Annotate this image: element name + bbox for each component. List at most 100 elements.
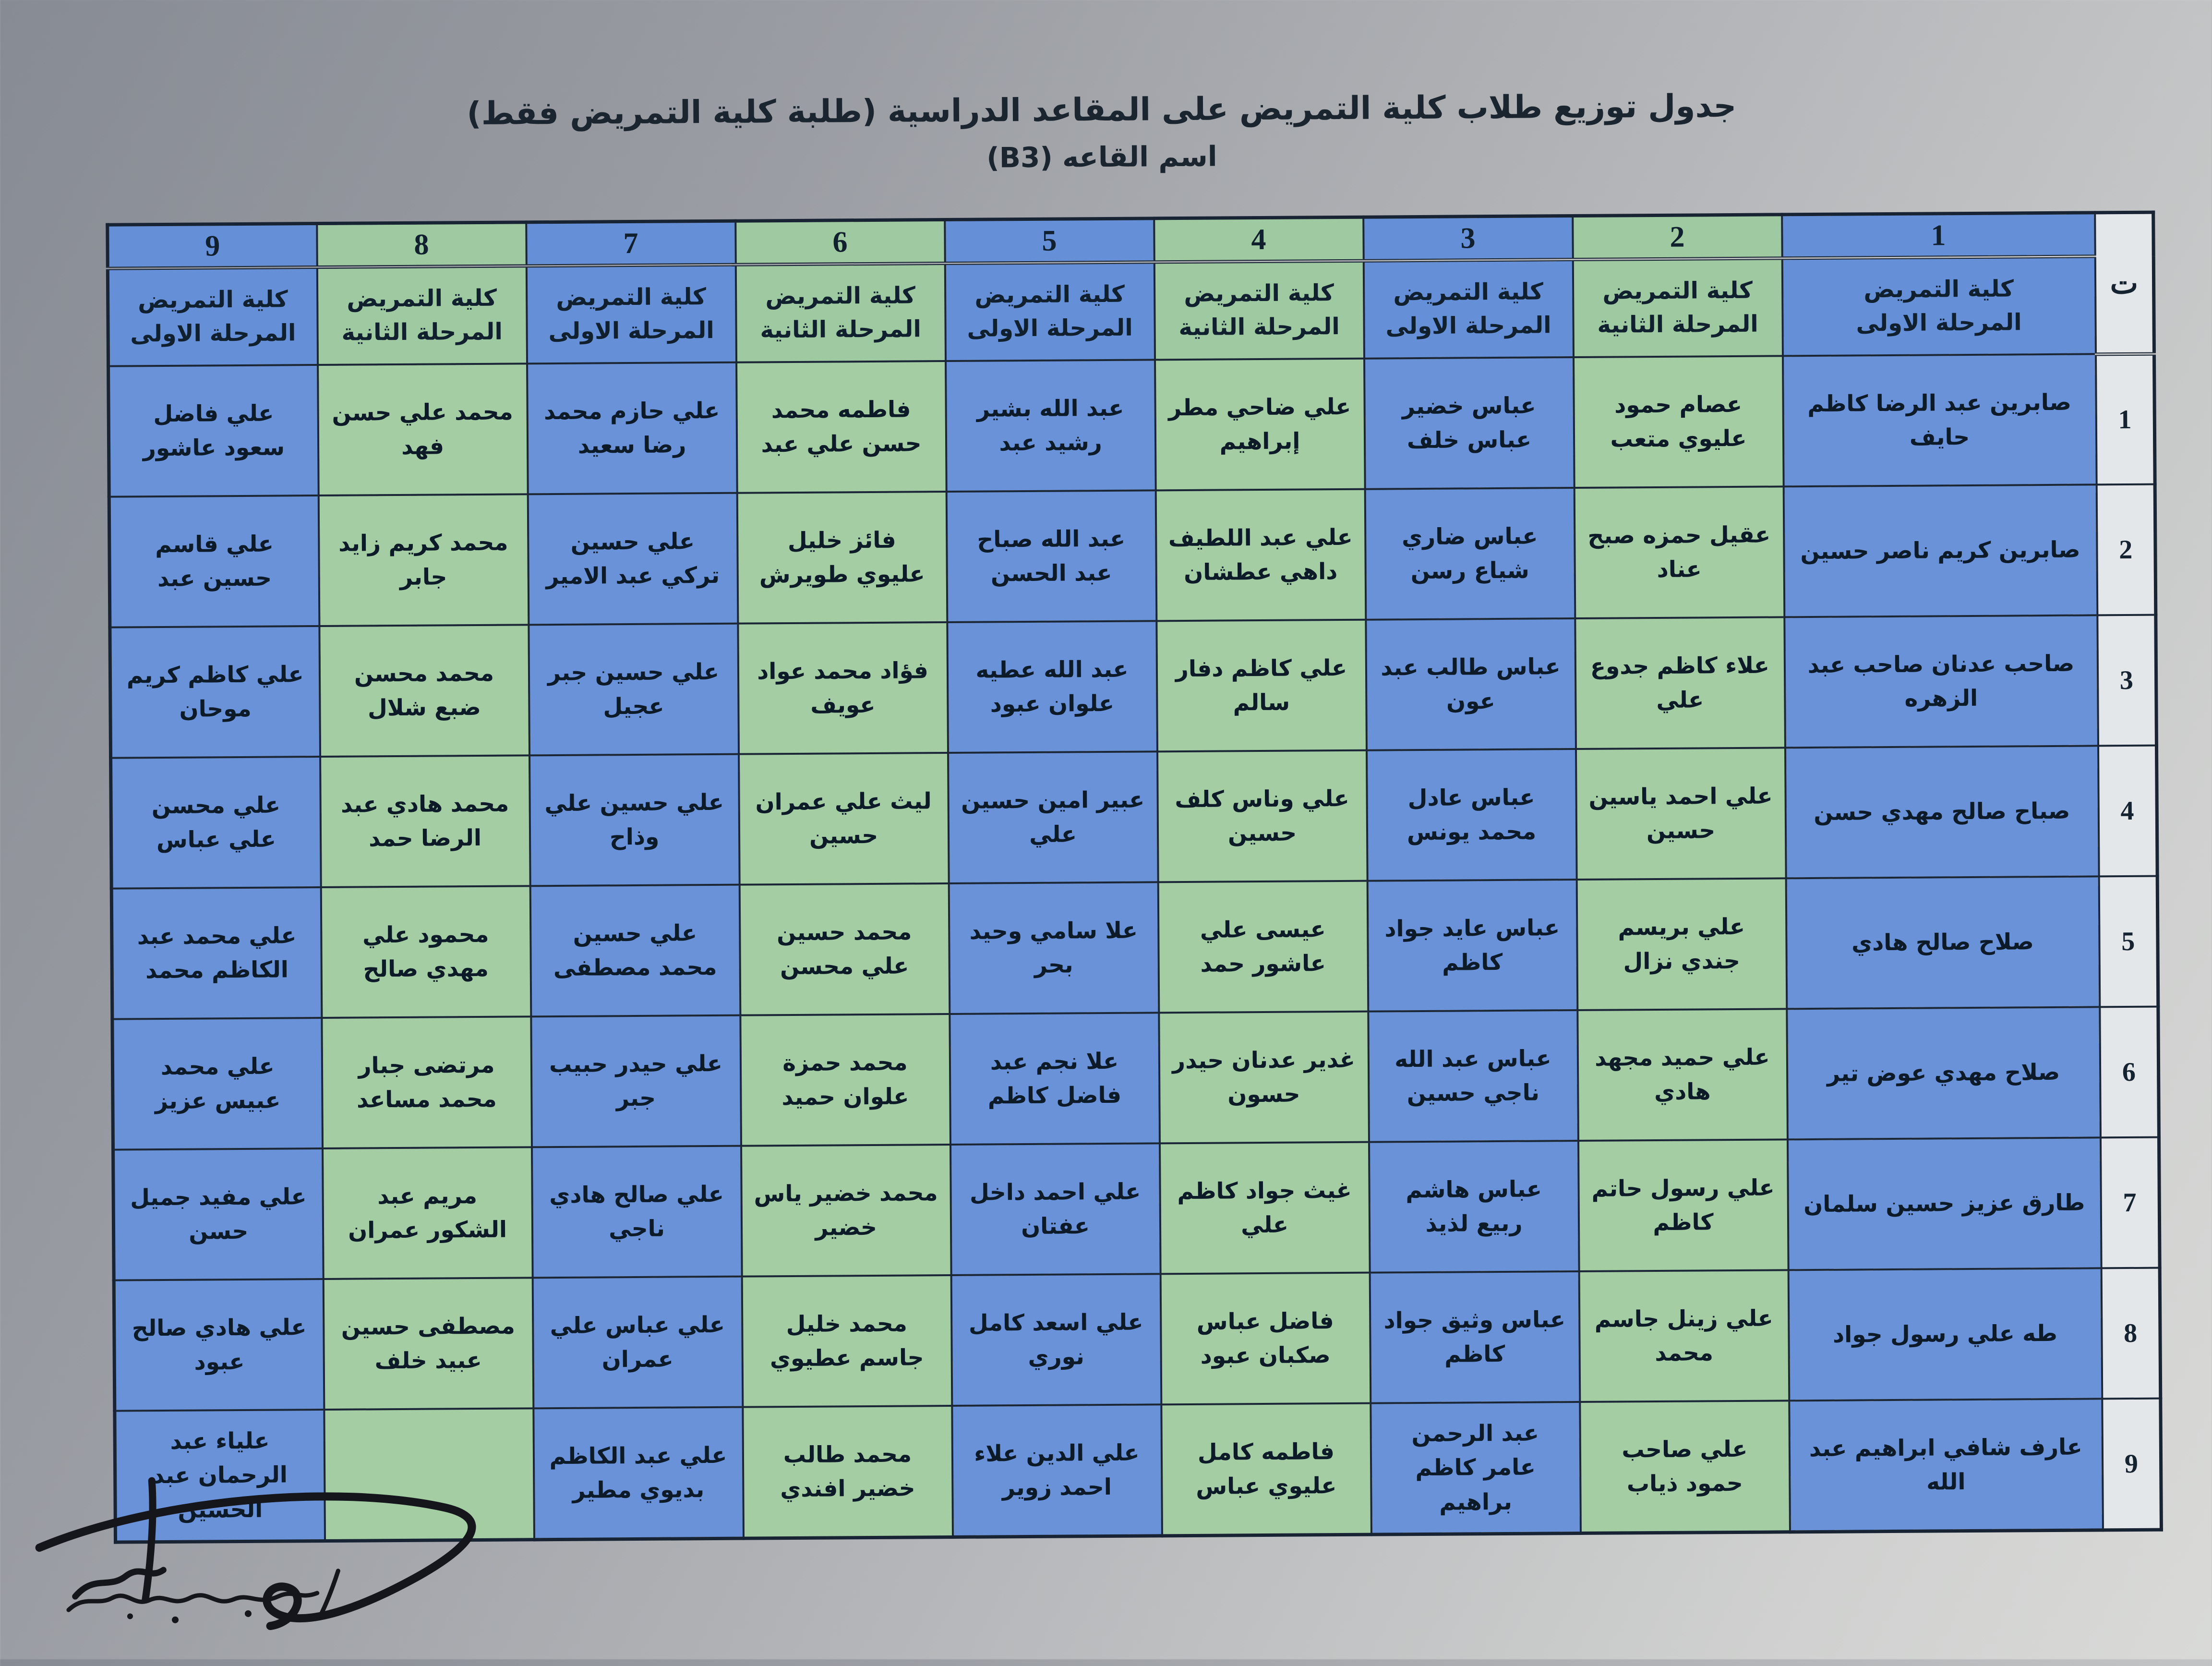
student-cell-col9-row6: علي محمد عبيس عزيز bbox=[112, 1017, 323, 1150]
stage-header-8: كلية التمريض المرحلة الثانية bbox=[317, 266, 527, 365]
stage-header-5: كلية التمريض المرحلة الاولى bbox=[945, 262, 1155, 362]
seat-column-number-8: 8 bbox=[316, 222, 527, 267]
row-number-6: 6 bbox=[2099, 1006, 2159, 1138]
student-cell-col1-row7: طارق عزيز حسين سلمان bbox=[1787, 1137, 2102, 1270]
table-row-5: 5 صلاح صالح هادي علي بريسم جندي نزال عباس ع… bbox=[111, 876, 2158, 1019]
table-row-6: 6 صلاح مهدي عوض تير علي حميد مجهد هادي عباس… bbox=[112, 1006, 2159, 1150]
student-cell-col2-row3: علاء كاظم جدوع علي bbox=[1575, 617, 1785, 749]
seating-table: ت 1 2 3 4 5 6 7 8 9 كلية التمريض المرحلة الاولى كلية… bbox=[106, 210, 2163, 1544]
student-cell-col5-row8: علي اسعد كامل نوري bbox=[951, 1274, 1161, 1406]
page-title: جدول توزيع طلاب كلية التمريض على المقاعد… bbox=[467, 87, 1737, 133]
student-cell-col1-row8: طه علي رسول جواد bbox=[1788, 1268, 2102, 1401]
student-cell-col9-row2: علي قاسم حسين عبد bbox=[109, 495, 319, 628]
college-label: كلية التمريض bbox=[1184, 279, 1334, 308]
college-label: كلية التمريض bbox=[1602, 277, 1753, 305]
student-cell-col7-row2: علي حسين تركي عبد الامير bbox=[528, 493, 738, 625]
student-cell-col4-row3: علي كاظم دفار سالم bbox=[1156, 619, 1367, 752]
student-cell-col8-row6: مرتضى جبار محمد مساعد bbox=[321, 1016, 532, 1148]
row-number-5: 5 bbox=[2099, 876, 2158, 1007]
student-cell-col3-row6: عباس عبد الله ناجي حسين bbox=[1368, 1010, 1578, 1142]
student-cell-col8-row3: محمد محسن ضبع شلال bbox=[319, 625, 529, 757]
stage-label: المرحلة الاولى bbox=[1385, 312, 1551, 340]
student-cell-col3-row9: عبد الرحمن عامر كاظم براهيم bbox=[1370, 1401, 1581, 1535]
table-row-4: 4 صباح صالح مهدي حسن علي احمد ياسين حسين عب… bbox=[110, 745, 2158, 889]
student-cell-col7-row3: علي حسين جبر عجيل bbox=[528, 623, 739, 756]
student-cell-col8-row8: مصطفى حسين عبيد خلف bbox=[323, 1278, 533, 1410]
student-cell-col5-row3: عبد الله عطيه علوان عبود bbox=[947, 621, 1157, 753]
row-number-4: 4 bbox=[2098, 745, 2158, 877]
student-cell-col3-row7: عباس هاشم ربيع لذيذ bbox=[1369, 1141, 1579, 1273]
student-cell-col9-row7: علي مفيد جميل حسن bbox=[113, 1148, 324, 1280]
document-header: جدول توزيع طلاب كلية التمريض على المقاعد… bbox=[0, 85, 2208, 180]
student-cell-col5-row5: علا سامي وحيد بحر bbox=[949, 882, 1159, 1014]
student-cell-col8-row1: محمد علي حسن فهد bbox=[317, 363, 528, 496]
student-cell-col4-row4: علي وناس كلف حسين bbox=[1157, 750, 1368, 882]
student-cell-col1-row6: صلاح مهدي عوض تير bbox=[1786, 1007, 2101, 1140]
student-cell-col7-row6: علي حيدر حبيب جبر bbox=[530, 1015, 741, 1147]
college-label: كلية التمريض bbox=[347, 285, 497, 313]
stage-label: المرحلة الثانية bbox=[760, 315, 921, 344]
student-cell-col9-row3: علي كاظم كريم موحان bbox=[109, 626, 320, 758]
student-cell-col8-row7: مريم عبد الشكور عمران bbox=[322, 1147, 533, 1279]
student-cell-col9-row8: علي هادي صالح عبود bbox=[114, 1279, 324, 1411]
table-row-1: 1 صابرين عبد الرضا كاظم حايف عصام حمود علي… bbox=[108, 353, 2155, 497]
student-cell-col6-row7: محمد خضير ياس خضير bbox=[741, 1144, 951, 1277]
student-cell-col1-row9: عارف شافي ابراهيم عبد الله bbox=[1789, 1399, 2103, 1532]
row-number-3: 3 bbox=[2097, 615, 2157, 746]
student-cell-col4-row9: فاطمه كامل عليوي عباس bbox=[1161, 1403, 1371, 1536]
college-label: كلية التمريض bbox=[556, 283, 707, 312]
stage-label: المرحلة الاولى bbox=[130, 319, 296, 348]
student-cell-col2-row5: علي بريسم جندي نزال bbox=[1576, 878, 1787, 1011]
stage-header-6: كلية التمريض المرحلة الثانية bbox=[735, 263, 946, 362]
student-cell-col2-row4: علي احمد ياسين حسين bbox=[1575, 748, 1786, 880]
seat-column-number-3: 3 bbox=[1363, 216, 1573, 261]
row-number-7: 7 bbox=[2100, 1137, 2160, 1268]
student-cell-col5-row7: علي احمد داخل عفتان bbox=[950, 1143, 1161, 1275]
stage-header-1: كلية التمريض المرحلة الاولى bbox=[1782, 256, 2096, 356]
student-cell-col3-row2: عباس ضاري شياع رسن bbox=[1365, 488, 1575, 620]
student-cell-col2-row6: علي حميد مجهد هادي bbox=[1577, 1009, 1788, 1141]
student-cell-col4-row8: فاضل عباس صكبان عبود bbox=[1160, 1272, 1370, 1405]
signature-scrawl bbox=[35, 1477, 476, 1630]
student-cell-col8-row4: محمد هادي عبد الرضا حمد bbox=[320, 755, 530, 887]
student-cell-col5-row6: علا نجم عبد فاضل كاظم bbox=[949, 1013, 1160, 1145]
college-label: كلية التمريض bbox=[138, 286, 288, 314]
student-cell-col6-row5: محمد حسين علي محسن bbox=[739, 883, 950, 1015]
stage-label: المرحلة الاولى bbox=[548, 316, 714, 345]
table-row-8: 8 طه علي رسول جواد علي زينل جاسم محمد عباس … bbox=[114, 1268, 2161, 1411]
student-cell-col5-row4: عبير امين حسين علي bbox=[948, 751, 1158, 884]
student-cell-col4-row5: عيسى علي عاشور حمد bbox=[1158, 881, 1368, 1013]
student-cell-col6-row6: محمد حمزة علوان حميد bbox=[740, 1014, 950, 1146]
seat-column-number-1: 1 bbox=[1781, 212, 2095, 258]
student-cell-col1-row3: صاحب عدنان صاحب عبد الزهره bbox=[1784, 615, 2098, 748]
student-cell-col5-row2: عبد الله صباح عبد الحسن bbox=[946, 490, 1156, 623]
hall-name: اسم القاعه (B3) bbox=[986, 140, 1217, 174]
student-cell-col3-row3: عباس طالب عبد عون bbox=[1365, 618, 1576, 750]
student-cell-col6-row8: محمد خليل جاسم عطيوي bbox=[742, 1275, 952, 1407]
student-cell-col2-row1: عصام حمود عليوي متعب bbox=[1573, 356, 1784, 488]
student-cell-col6-row9: محمد طالب خضير افندي bbox=[742, 1405, 953, 1539]
student-cell-col7-row7: علي صالح هادي ناجي bbox=[531, 1146, 742, 1278]
signature bbox=[30, 1448, 704, 1663]
stage-label: المرحلة الثانية bbox=[1597, 310, 1758, 338]
row-number-2: 2 bbox=[2096, 484, 2156, 616]
college-label: كلية التمريض bbox=[765, 282, 916, 310]
stage-label: المرحلة الاولى bbox=[967, 314, 1133, 342]
student-cell-col4-row7: غيث جواد كاظم علي bbox=[1159, 1142, 1370, 1274]
stage-header-2: كلية التمريض المرحلة الثانية bbox=[1573, 258, 1783, 358]
table-row-2: 2 صابرين كريم ناصر حسين عقيل حمزه صبح عناد… bbox=[109, 484, 2156, 628]
stage-header-9: كلية التمريض المرحلة الاولى bbox=[108, 267, 318, 366]
college-label: كلية التمريض bbox=[974, 281, 1125, 309]
seat-column-number-7: 7 bbox=[526, 221, 736, 266]
seat-column-number-2: 2 bbox=[1572, 214, 1782, 260]
student-cell-col9-row4: علي محسن علي عباس bbox=[110, 756, 321, 889]
stage-header-4: كلية التمريض المرحلة الثانية bbox=[1154, 261, 1364, 360]
student-cell-col6-row4: ليث علي عمران حسين bbox=[738, 753, 949, 885]
student-cell-col4-row2: علي عبد اللطيف داهي عطشان bbox=[1155, 489, 1366, 621]
student-cell-col2-row2: عقيل حمزه صبح عناد bbox=[1574, 486, 1784, 619]
student-cell-col9-row1: علي فاضل سعود عاشور bbox=[108, 365, 319, 497]
student-cell-col5-row9: علي الدين علاء احمد زوير bbox=[951, 1404, 1162, 1537]
student-cell-col1-row2: صابرين كريم ناصر حسين bbox=[1783, 484, 2097, 617]
stage-label: المرحلة الاولى bbox=[1856, 309, 2022, 337]
